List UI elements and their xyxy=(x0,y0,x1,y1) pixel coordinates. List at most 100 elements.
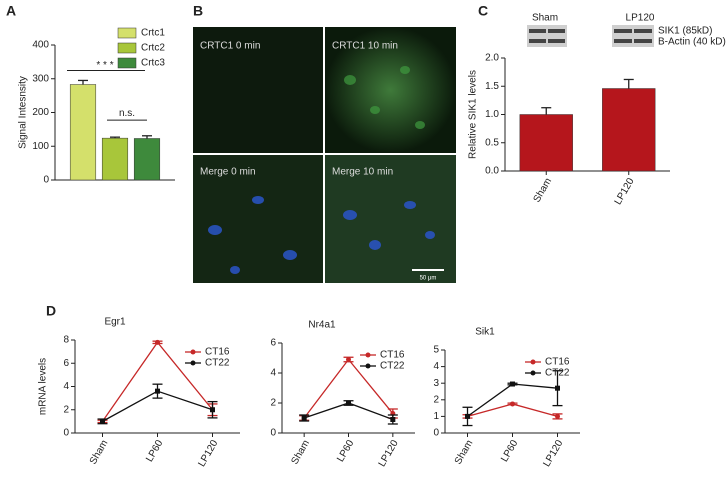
annotation: * * * xyxy=(96,60,113,71)
panel-label: A xyxy=(6,3,16,19)
marker xyxy=(555,413,560,419)
x-tick-label: Sham xyxy=(532,176,555,204)
marker xyxy=(210,407,215,413)
blot-image xyxy=(527,25,567,47)
chart-title: Egr1 xyxy=(104,317,126,328)
marker xyxy=(510,401,515,407)
legend-marker xyxy=(530,370,536,376)
x-tick-label: LP120 xyxy=(613,176,637,207)
blot-image xyxy=(612,25,654,47)
x-tick-label: LP120 xyxy=(541,438,565,469)
annotation: n.s. xyxy=(119,108,135,119)
y-axis-label: Relative SIK1 levels xyxy=(468,70,479,159)
legend-marker xyxy=(190,360,196,366)
marker xyxy=(100,418,105,424)
x-tick-label: LP120 xyxy=(196,438,220,469)
legend-label: Crtc3 xyxy=(141,58,165,69)
y-tick-label: 6 xyxy=(270,338,276,349)
blot: Sham LP120 SIK1 (85kD) B-Actin (40 kD) xyxy=(527,13,726,48)
y-tick-label: 0 xyxy=(433,428,439,439)
y-tick-label: 0 xyxy=(43,175,49,186)
y-tick-label: 5 xyxy=(433,345,439,356)
micrographs: CRTC1 0 min CRTC1 10 min Merge 0 min Mer… xyxy=(193,27,456,283)
x-tick-label: LP120 xyxy=(377,438,401,469)
y-tick-label: 400 xyxy=(32,40,49,51)
legend-label: CT16 xyxy=(545,357,570,368)
nuclei xyxy=(208,196,435,274)
x-tick-label: Sham xyxy=(453,438,476,466)
image xyxy=(193,155,323,283)
y-tick-label: 4 xyxy=(270,368,276,379)
image-label: Merge 10 min xyxy=(332,167,393,178)
image-label: CRTC1 0 min xyxy=(200,41,260,52)
line xyxy=(467,383,558,417)
image-label: Merge 0 min xyxy=(200,167,256,178)
y-tick-label: 4 xyxy=(63,381,69,392)
marker xyxy=(555,385,560,391)
marker xyxy=(510,381,515,387)
y-tick-label: 6 xyxy=(63,358,69,369)
chart-title: Sik1 xyxy=(475,327,495,338)
panel-label: B xyxy=(193,3,203,19)
marker xyxy=(155,388,160,394)
y-tick-label: 300 xyxy=(32,73,49,84)
legend-swatch xyxy=(117,57,137,69)
legend-marker xyxy=(365,352,371,358)
y-axis-label: mRNA levels xyxy=(38,358,49,415)
legend-label: Crtc1 xyxy=(141,28,165,39)
bands xyxy=(529,29,652,43)
bar xyxy=(519,114,573,172)
x-tick-label: LP60 xyxy=(499,438,520,464)
x-tick-label: LP60 xyxy=(335,438,356,464)
marker xyxy=(155,339,160,345)
bar xyxy=(101,137,129,181)
bar xyxy=(602,88,656,172)
y-tick-label: 2.0 xyxy=(485,53,499,64)
blot-group: LP120 xyxy=(626,13,655,24)
legend-label: CT16 xyxy=(205,347,230,358)
scale-bar-label: 50 μm xyxy=(420,276,437,282)
image-label: CRTC1 10 min xyxy=(332,41,398,52)
y-tick-label: 2 xyxy=(270,398,276,409)
image xyxy=(325,27,456,153)
legend-label: CT22 xyxy=(545,368,570,379)
image xyxy=(193,27,323,153)
legend-label: CT22 xyxy=(205,358,230,369)
chart-title: Nr4a1 xyxy=(308,320,336,331)
legend-label: CT22 xyxy=(380,361,405,372)
bar xyxy=(133,138,161,181)
legend-label: Crtc2 xyxy=(141,43,165,54)
y-tick-label: 0.5 xyxy=(485,137,499,148)
legend-marker xyxy=(365,363,371,369)
y-tick-label: 0 xyxy=(270,428,276,439)
line xyxy=(101,341,214,422)
band-label: SIK1 (85kD) xyxy=(658,26,712,37)
legend-swatch xyxy=(117,27,137,39)
y-tick-label: 2 xyxy=(63,404,69,415)
y-tick-label: 1.0 xyxy=(485,109,499,120)
y-tick-label: 2 xyxy=(433,394,439,405)
y-tick-label: 1 xyxy=(433,411,439,422)
legend-marker xyxy=(190,349,196,355)
y-tick-label: 200 xyxy=(32,107,49,118)
x-tick-label: Sham xyxy=(289,438,312,466)
marker xyxy=(390,417,396,422)
legend-label: CT16 xyxy=(380,350,405,361)
y-axis-label: Signal Intesnsity xyxy=(18,76,29,149)
marker xyxy=(346,357,351,362)
y-tick-label: 4 xyxy=(433,361,439,372)
marker xyxy=(346,400,351,406)
panel-label: D xyxy=(46,303,56,319)
bar xyxy=(69,84,97,181)
marker xyxy=(465,413,470,419)
x-tick-label: Sham xyxy=(88,438,111,466)
y-tick-label: 3 xyxy=(433,378,439,389)
y-tick-label: 0.0 xyxy=(485,166,499,177)
legend-swatch xyxy=(117,42,137,54)
x-tick-label: LP60 xyxy=(144,438,165,464)
y-tick-label: 0 xyxy=(63,428,69,439)
blot-group: Sham xyxy=(532,13,558,24)
y-tick-label: 100 xyxy=(32,141,49,152)
